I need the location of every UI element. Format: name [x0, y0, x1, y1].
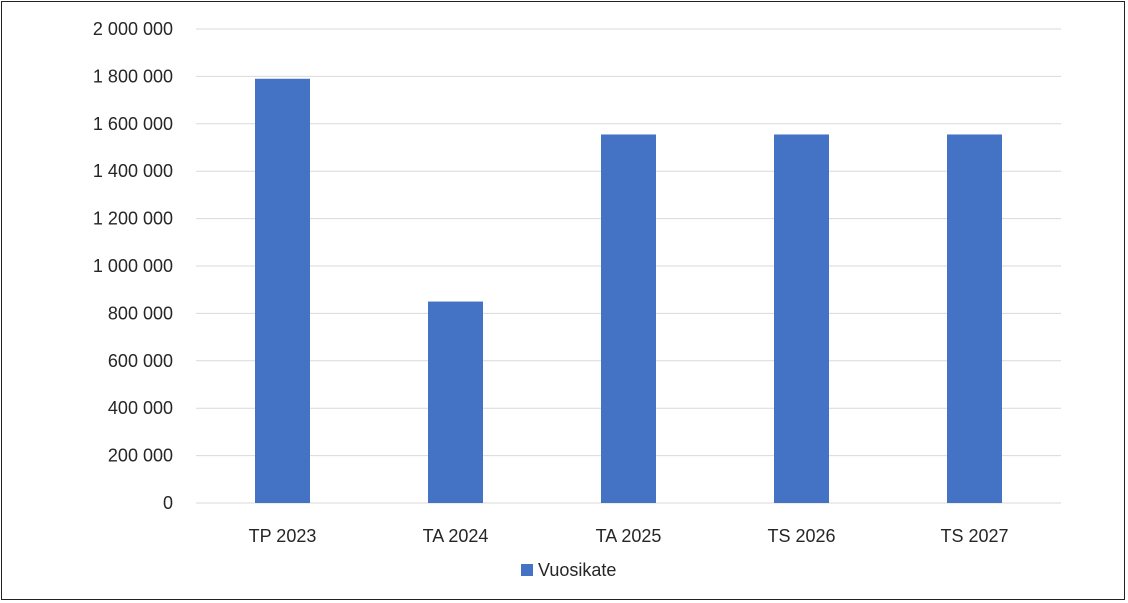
- bar-ts-2027: [947, 134, 1002, 503]
- y-tick-label: 1 800 000: [93, 66, 173, 86]
- y-tick-label: 1 200 000: [93, 209, 173, 229]
- x-axis-tick-labels: TP 2023 TA 2024 TA 2025 TS 2026 TS 2027: [249, 526, 1009, 546]
- y-tick-label: 600 000: [108, 351, 173, 371]
- bars: [255, 78, 1002, 504]
- y-tick-label: 1 400 000: [93, 161, 173, 181]
- y-tick-label: 1 000 000: [93, 256, 173, 276]
- y-tick-label: 800 000: [108, 303, 173, 323]
- y-axis-tick-labels: 0 200 000 400 000 600 000 800 000 1 000 000 1 …: [93, 19, 173, 513]
- gridlines: [196, 28, 1061, 504]
- bar-tp-2023: [255, 78, 310, 504]
- bar-ta-2025: [601, 134, 656, 503]
- y-tick-label: 200 000: [108, 446, 173, 466]
- y-tick-label: 1 600 000: [93, 114, 173, 134]
- bar-ta-2024: [428, 301, 483, 503]
- legend: Vuosikate: [521, 560, 616, 580]
- y-tick-label: 2 000 000: [93, 19, 173, 39]
- y-tick-label: 0: [163, 493, 173, 513]
- legend-swatch: [521, 564, 533, 576]
- x-tick-label: TS 2027: [940, 526, 1008, 546]
- x-tick-label: TA 2024: [423, 526, 489, 546]
- x-tick-label: TA 2025: [596, 526, 662, 546]
- legend-label: Vuosikate: [538, 560, 616, 580]
- x-tick-label: TS 2026: [767, 526, 835, 546]
- x-tick-label: TP 2023: [249, 526, 317, 546]
- bar-ts-2026: [774, 134, 829, 503]
- y-tick-label: 400 000: [108, 398, 173, 418]
